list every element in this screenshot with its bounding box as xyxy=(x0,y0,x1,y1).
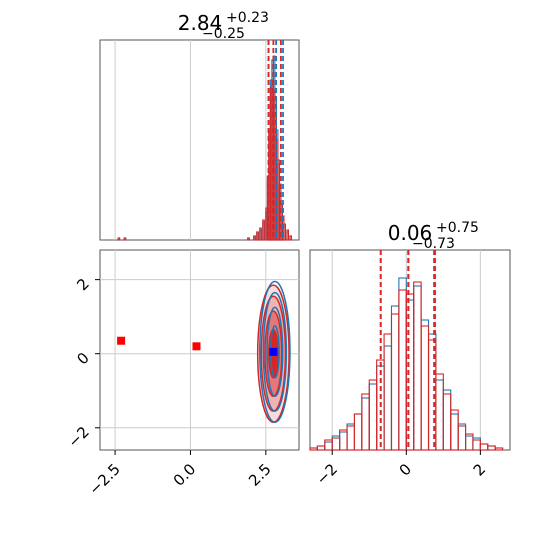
tl-series-1-bin-3 xyxy=(253,235,256,241)
panel-bottom-left: −2.5 0.0 2.5 −2 0 2 xyxy=(64,249,300,499)
bl-xtick-label-1: 0.0 xyxy=(170,460,200,490)
tl-series-1-bin-2 xyxy=(247,237,250,241)
panel-bottom-right: −2 0 2 0.06 +0.75 −0.73 xyxy=(309,220,511,488)
bl-marker-2 xyxy=(269,347,278,356)
panel-bottom-right-quantiles xyxy=(379,250,437,450)
panel-bottom-left-y-ticks: −2 0 2 xyxy=(64,275,100,451)
tl-series-1-bin-19 xyxy=(283,223,286,241)
bl-contour-1-2 xyxy=(262,291,288,412)
br-xtick-label-0: −2 xyxy=(313,460,341,488)
tl-series-1-bin-20 xyxy=(286,229,289,241)
panel-top-left: 2.84 +0.23 −0.25 xyxy=(99,10,300,241)
panel-top-left-grid xyxy=(114,40,267,240)
bl-ytick-label-2: 2 xyxy=(73,275,92,294)
br-xtick-label-2: 2 xyxy=(470,460,489,479)
panel-top-left-title-upper: +0.23 xyxy=(226,10,269,26)
bl-contour-1-1 xyxy=(266,306,284,398)
panel-bottom-right-title-main: 0.06 xyxy=(388,221,433,245)
panel-top-left-title-main: 2.84 xyxy=(178,11,223,35)
panel-top-left-title-lower: −0.25 xyxy=(202,26,245,42)
panel-bottom-right-x-ticks: −2 0 2 xyxy=(313,450,489,488)
tl-series-1-bin-5 xyxy=(259,227,262,241)
bl-contour-1-3 xyxy=(259,280,291,423)
bl-ytick-label-0: −2 xyxy=(64,423,92,451)
bl-ytick-label-1: 0 xyxy=(73,349,92,368)
bl-xtick-label-0: −2.5 xyxy=(85,460,123,498)
panel-bottom-right-title-upper: +0.75 xyxy=(436,220,479,236)
panel-bottom-left-markers xyxy=(117,336,278,356)
panel-bottom-right-title-lower: −0.73 xyxy=(412,236,455,252)
panel-top-left-title: 2.84 xyxy=(178,11,223,35)
bl-marker-0 xyxy=(117,336,126,345)
tl-series-1-bin-0 xyxy=(117,237,121,241)
tl-series-1-bin-6 xyxy=(262,219,265,241)
bl-xtick-label-2: 2.5 xyxy=(245,460,275,490)
tl-series-1-bin-4 xyxy=(256,231,259,241)
panel-bottom-left-x-ticks: −2.5 0.0 2.5 xyxy=(85,450,275,499)
panel-bottom-right-frame xyxy=(309,249,511,451)
br-series-1-bin-25 xyxy=(494,447,504,451)
br-xtick-label-1: 0 xyxy=(396,460,415,479)
tl-series-1-bin-1 xyxy=(123,237,127,241)
tl-series-1-bin-21 xyxy=(289,235,293,241)
bl-marker-1 xyxy=(192,342,201,351)
panel-top-left-quantiles xyxy=(267,40,284,240)
panel-bottom-right-title: 0.06 xyxy=(388,221,433,245)
